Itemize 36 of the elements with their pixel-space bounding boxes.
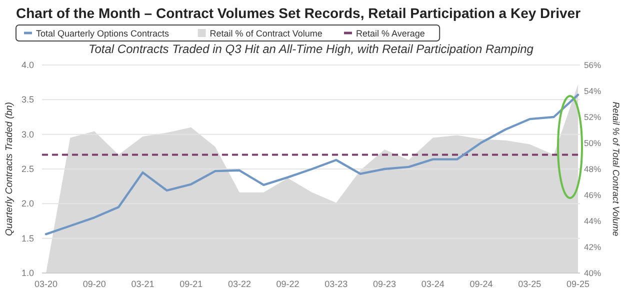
- y-tick-label: 3.0: [21, 129, 34, 140]
- y2-tick-label: 50%: [584, 138, 602, 148]
- y-tick-label: 2.0: [21, 198, 34, 209]
- y2-tick-label: 56%: [584, 60, 602, 70]
- legend-label: Total Quarterly Options Contracts: [36, 28, 170, 38]
- x-tick-label: 09-22: [276, 279, 300, 289]
- line-series: [44, 94, 580, 236]
- x-tick-label: 03-23: [324, 279, 348, 289]
- y2-tick-label: 40%: [584, 268, 602, 278]
- x-tick-label: 09-25: [566, 279, 590, 289]
- chart-title: Chart of the Month – Contract Volumes Set Records, Retail Participation a Key Driver: [16, 5, 582, 21]
- legend-label: Retail % Average: [356, 28, 425, 38]
- x-tick-label: 03-21: [131, 279, 154, 289]
- chart-subtitle: Total Contracts Traded in Q3 Hit an All-Time High, with Retail Participation Ramping: [88, 42, 534, 56]
- y2-tick-label: 42%: [584, 242, 602, 252]
- x-tick-label: 09-21: [180, 279, 203, 289]
- y-tick-label: 1.5: [21, 233, 34, 244]
- y2-tick-label: 52%: [584, 112, 602, 122]
- y2-tick-label: 44%: [584, 216, 602, 226]
- y2-axis-title: Retail % of Total Contract Volume: [611, 102, 621, 236]
- x-tick-label: 09-24: [470, 279, 493, 289]
- y2-tick-label: 48%: [584, 164, 602, 174]
- legend-label: Retail % of Contract Volume: [210, 28, 322, 38]
- x-tick-label: 09-23: [373, 279, 396, 289]
- y-tick-label: 4.0: [21, 60, 34, 70]
- x-tick-label: 03-24: [421, 279, 444, 289]
- y-tick-label: 3.5: [21, 94, 34, 105]
- x-tick-label: 09-20: [82, 279, 106, 289]
- y-tick-label: 2.5: [21, 164, 34, 174]
- y-axis-title: Quarterly Contracts Traded (bn): [4, 102, 15, 236]
- y-tick-label: 1.0: [21, 268, 34, 278]
- y2-tick-label: 46%: [584, 190, 602, 200]
- x-tick-label: 03-25: [518, 279, 542, 289]
- y2-tick-label: 54%: [584, 86, 602, 96]
- x-tick-label: 03-22: [228, 279, 251, 289]
- x-tick-label: 03-20: [34, 279, 58, 289]
